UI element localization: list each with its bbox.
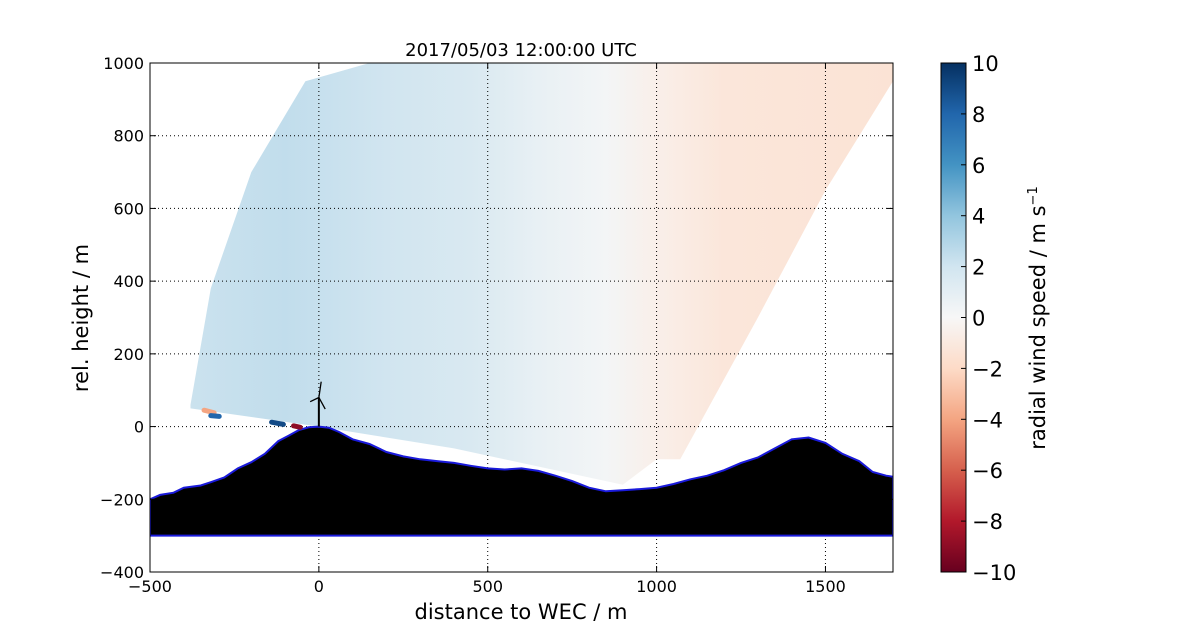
wind-turbine-icon xyxy=(309,381,326,427)
colorbar-ticks: 10 8 6 4 2 0 −2 −4 −6 −8 −10 xyxy=(961,52,1016,585)
colorbar-tick-label: 8 xyxy=(972,103,985,127)
x-axis-ticks: −500 0 500 1000 1500 xyxy=(128,63,846,596)
plot-frame xyxy=(149,62,894,573)
y-tick-label: 800 xyxy=(113,127,144,146)
y-tick-label: −200 xyxy=(100,490,144,509)
outlier-point xyxy=(269,419,286,427)
turbine-blade xyxy=(318,397,326,410)
turbine-blade xyxy=(309,396,320,403)
colorbar-tick-label: 10 xyxy=(972,52,999,76)
outlier-points xyxy=(201,407,303,430)
outlier-point xyxy=(291,423,303,430)
outlier-point xyxy=(201,407,217,416)
colorbar-tick-label: 2 xyxy=(972,256,985,280)
colorbar-label-text: radial wind speed / m s xyxy=(1026,205,1050,449)
outlier-point xyxy=(208,413,222,419)
colorbar-tick-label: −6 xyxy=(972,459,1003,483)
colorbar-label: radial wind speed / m s−1 xyxy=(1026,186,1050,449)
x-tick-label: 1500 xyxy=(805,577,846,596)
colorbar-tick-label: 0 xyxy=(972,307,985,331)
y-tick-label: −400 xyxy=(100,563,144,582)
x-tick-label: 0 xyxy=(314,577,324,596)
colorbar-tick-label: −8 xyxy=(972,510,1003,534)
chart-title: 2017/05/03 12:00:00 UTC xyxy=(405,40,637,61)
y-tick-label: 200 xyxy=(113,345,144,364)
y-tick-label: 400 xyxy=(113,272,144,291)
terrain-silhouette xyxy=(150,425,893,537)
plot-area xyxy=(150,63,893,572)
colorbar-label-exponent: −1 xyxy=(1026,186,1041,205)
colorbar-tick-label: −2 xyxy=(972,357,1003,381)
y-tick-label: 0 xyxy=(134,418,144,437)
x-axis-label: distance to WEC / m xyxy=(415,600,628,624)
colorbar-tick-label: 6 xyxy=(972,154,985,178)
x-tick-label: 1000 xyxy=(636,577,677,596)
y-tick-label: 1000 xyxy=(103,54,144,73)
y-axis-ticks: −400 −200 0 200 400 600 800 1000 xyxy=(100,54,893,582)
colorbar-tick-label: 4 xyxy=(972,205,985,229)
turbine-blade xyxy=(318,381,322,398)
colorbar-tick-label: −4 xyxy=(972,408,1003,432)
scan-sector xyxy=(190,63,893,485)
x-tick-label: 500 xyxy=(472,577,503,596)
y-tick-label: 600 xyxy=(113,199,144,218)
x-tick-label: −500 xyxy=(128,577,172,596)
y-axis-label: rel. height / m xyxy=(69,244,93,392)
colorbar-tick-label: −10 xyxy=(972,561,1016,585)
